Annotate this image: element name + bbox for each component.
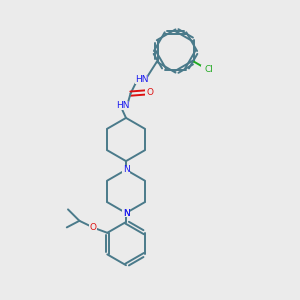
Bar — [122, 209, 130, 217]
Bar — [122, 209, 130, 217]
Text: HN: HN — [116, 101, 129, 110]
Bar — [145, 88, 154, 97]
Text: HN: HN — [135, 75, 148, 84]
Bar — [89, 223, 97, 232]
Text: N: N — [123, 208, 129, 217]
Bar — [201, 65, 213, 74]
Text: O: O — [89, 223, 96, 232]
Text: N: N — [123, 165, 129, 174]
Text: N: N — [123, 208, 129, 217]
Bar — [135, 75, 148, 84]
Text: Cl: Cl — [204, 65, 213, 74]
Bar — [122, 166, 130, 174]
Text: O: O — [146, 88, 153, 97]
Bar — [116, 101, 129, 110]
